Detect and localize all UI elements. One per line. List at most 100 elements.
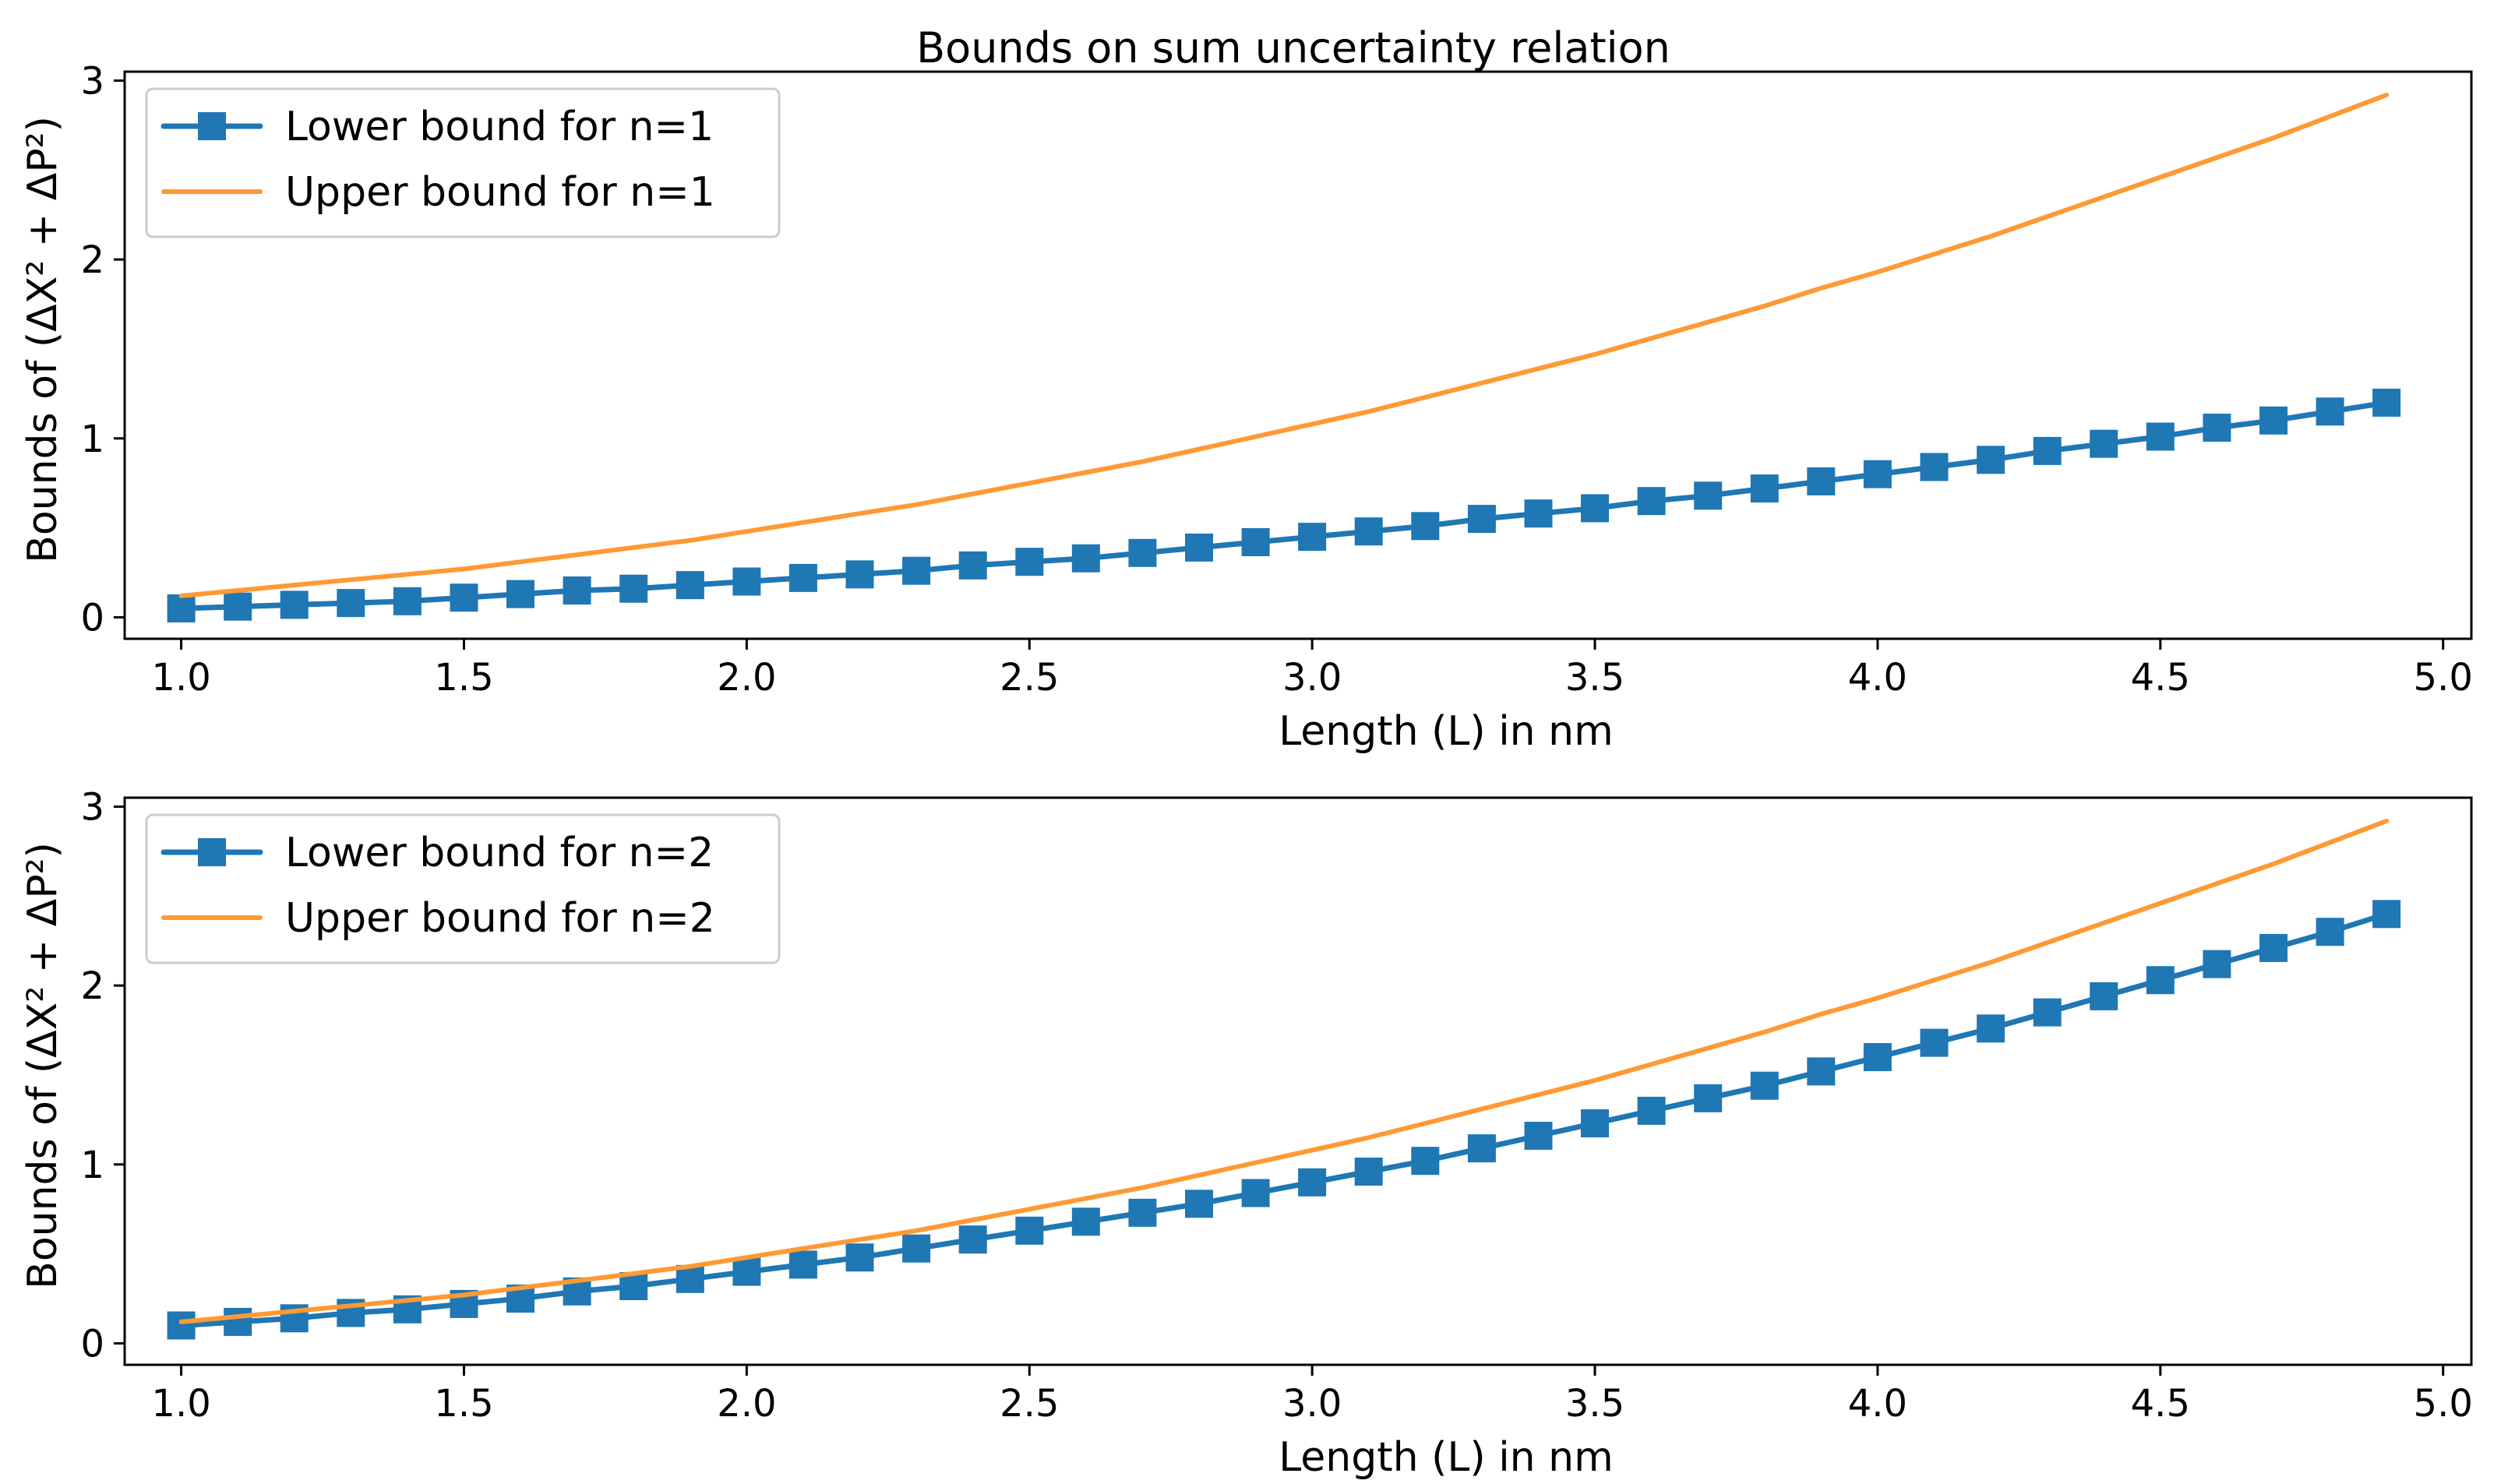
x-tick-label: 5.0 (2414, 1382, 2473, 1426)
x-tick-label: 3.0 (1282, 656, 1342, 700)
data-point-marker (2259, 406, 2288, 435)
data-point-marker (2146, 966, 2175, 995)
x-tick-label: 2.5 (1000, 1382, 1059, 1426)
data-point-marker (1241, 528, 1270, 556)
x-tick-label: 2.0 (717, 1382, 776, 1426)
data-point-marker (506, 580, 534, 608)
data-point-marker (1354, 517, 1383, 546)
legend: Lower bound for n=2 Upper bound for n=2 (145, 813, 781, 964)
y-tick-label: 0 (80, 596, 104, 640)
data-point-marker (1637, 487, 1666, 516)
data-point-marker (902, 1234, 931, 1263)
data-point-marker (1467, 1134, 1496, 1163)
data-point-marker (1411, 512, 1440, 541)
data-point-marker (450, 583, 478, 612)
data-point-marker (1467, 505, 1496, 534)
legend: Lower bound for n=1 Upper bound for n=1 (145, 87, 781, 238)
data-point-marker (167, 594, 196, 622)
series-line-upper (178, 92, 2390, 598)
data-point-marker (1524, 499, 1553, 528)
data-point-marker (845, 560, 874, 589)
data-point-marker (2259, 933, 2288, 962)
data-point-marker (1071, 544, 1100, 573)
data-point-marker (845, 1243, 874, 1272)
data-point-marker (2203, 414, 2231, 442)
x-axis-label: Length (L) in nm (1279, 708, 1614, 755)
data-point-marker (2316, 397, 2344, 426)
data-point-marker (619, 574, 648, 603)
y-tick-label: 2 (80, 964, 104, 1008)
data-point-marker (1354, 1158, 1383, 1186)
x-tick-label: 4.0 (1848, 656, 1907, 700)
legend-entry-label: Lower bound for n=1 (285, 104, 714, 150)
data-point-marker (1977, 1014, 2005, 1043)
data-point-marker (958, 551, 987, 580)
data-point-marker (2203, 950, 2231, 978)
data-point-marker (732, 1257, 761, 1286)
data-point-marker (1411, 1147, 1440, 1176)
data-point-marker (2372, 388, 2401, 417)
y-tick-label: 1 (80, 1144, 104, 1187)
x-tick-label: 3.5 (1565, 1382, 1624, 1426)
data-point-marker (1807, 467, 1836, 495)
data-point-marker (1637, 1096, 1666, 1125)
data-point-marker (1750, 474, 1779, 503)
data-point-marker (1863, 1043, 1892, 1071)
data-point-marker (1524, 1122, 1553, 1150)
data-point-marker (788, 1250, 817, 1279)
legend-swatch-marker (198, 838, 226, 866)
data-point-marker (2090, 982, 2118, 1010)
chart-panel-2: 1.0 1.5 2.0 2.5 3.0 3.5 4.0 4.5 5.0 0 1 2 3 Length (L… (19, 785, 2473, 1481)
y-axis-label: Bounds of (ΔX² + ΔP²) (19, 842, 66, 1289)
data-point-marker (280, 590, 309, 619)
legend-box (145, 87, 781, 238)
legend-swatch-marker (198, 112, 226, 140)
x-tick-label: 4.0 (1848, 1382, 1907, 1426)
data-point-marker (1071, 1207, 1100, 1236)
data-point-marker (1807, 1057, 1836, 1086)
data-point-marker (393, 587, 422, 615)
y-axis-label: Bounds of (ΔX² + ΔP²) (19, 116, 66, 563)
data-point-marker (1015, 1216, 1044, 1245)
data-point-marker (1298, 1168, 1327, 1197)
y-tick-label: 1 (80, 418, 104, 461)
x-tick-label: 4.5 (2131, 1382, 2190, 1426)
x-tick-label: 1.0 (151, 656, 210, 700)
data-point-marker (1015, 548, 1044, 576)
data-point-marker (2033, 436, 2062, 465)
y-tick-label: 0 (80, 1322, 104, 1366)
data-point-marker (167, 1311, 196, 1340)
data-point-marker (2033, 998, 2062, 1027)
x-tick-label: 2.5 (1000, 656, 1059, 700)
data-point-marker (1863, 460, 1892, 488)
data-point-marker (337, 589, 365, 618)
data-point-marker (1750, 1071, 1779, 1100)
x-tick-label: 1.0 (151, 1382, 210, 1426)
chart-panel-1: 1.0 1.5 2.0 2.5 3.0 3.5 4.0 4.5 5.0 0 1 2 3 Length (L… (19, 59, 2473, 755)
data-point-marker (1581, 494, 1609, 523)
data-point-marker (788, 563, 817, 592)
x-tick-label: 3.5 (1565, 656, 1624, 700)
y-tick-label: 3 (80, 785, 104, 829)
plot-area-frame (123, 70, 2473, 640)
data-point-marker (1581, 1109, 1609, 1137)
x-tick-label: 4.5 (2131, 656, 2190, 700)
data-point-marker (2316, 918, 2344, 946)
data-point-marker (676, 571, 704, 600)
data-point-marker (1694, 1084, 1723, 1112)
data-point-marker (1128, 538, 1157, 567)
x-tick-label: 5.0 (2414, 656, 2473, 700)
data-point-marker (2090, 429, 2118, 458)
y-tick-label: 2 (80, 238, 104, 282)
x-axis-label: Length (L) in nm (1279, 1434, 1614, 1481)
x-tick-label: 1.5 (434, 1382, 493, 1426)
data-point-marker (2372, 900, 2401, 929)
data-point-marker (1298, 523, 1327, 552)
plot-area-frame (123, 796, 2473, 1366)
data-point-marker (1977, 446, 2005, 474)
data-point-marker (1185, 1190, 1213, 1218)
data-point-marker (902, 556, 931, 585)
x-tick-label: 2.0 (717, 656, 776, 700)
legend-box (145, 813, 781, 964)
